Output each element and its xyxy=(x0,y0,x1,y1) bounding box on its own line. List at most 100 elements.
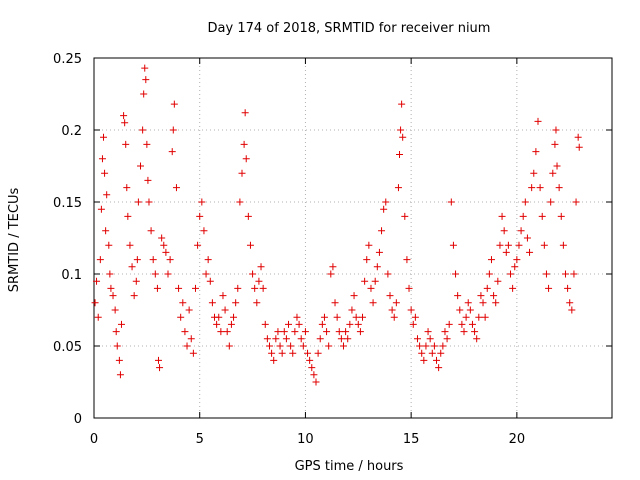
data-point xyxy=(545,284,553,292)
data-point xyxy=(352,313,360,321)
data-point xyxy=(208,299,216,307)
data-point xyxy=(464,299,472,307)
data-point xyxy=(206,277,214,285)
data-point xyxy=(120,112,128,120)
data-point xyxy=(111,306,119,314)
data-point xyxy=(530,169,538,177)
data-point xyxy=(492,299,500,307)
plot-frame xyxy=(93,57,613,419)
y-tick-label: 0 xyxy=(74,412,82,427)
data-point xyxy=(166,256,174,264)
data-point xyxy=(373,263,381,271)
data-point xyxy=(142,76,150,84)
data-point xyxy=(509,284,517,292)
data-point xyxy=(316,335,324,343)
data-point xyxy=(359,313,367,321)
data-point xyxy=(513,256,521,264)
x-tick-label: 15 xyxy=(403,432,420,447)
data-point xyxy=(540,241,548,249)
data-point xyxy=(121,119,129,127)
data-point xyxy=(536,184,544,192)
data-point xyxy=(154,356,162,364)
data-point xyxy=(498,212,506,220)
data-point xyxy=(219,292,227,300)
data-point xyxy=(354,320,362,328)
data-point xyxy=(547,198,555,206)
data-point xyxy=(462,313,470,321)
data-point xyxy=(517,227,525,235)
data-point xyxy=(515,241,523,249)
data-point xyxy=(249,270,257,278)
data-point xyxy=(481,313,489,321)
data-point xyxy=(160,241,168,249)
data-point xyxy=(559,241,567,249)
data-point xyxy=(265,342,273,350)
data-point xyxy=(94,313,102,321)
data-point xyxy=(479,299,487,307)
data-point xyxy=(397,126,405,134)
data-point xyxy=(293,313,301,321)
data-point xyxy=(378,227,386,235)
data-point xyxy=(177,313,185,321)
data-point xyxy=(213,320,221,328)
data-point xyxy=(418,349,426,357)
data-point xyxy=(323,328,331,336)
data-point xyxy=(240,140,248,148)
data-point xyxy=(424,328,432,336)
data-point xyxy=(426,335,434,343)
data-point xyxy=(399,133,407,141)
data-point xyxy=(466,306,474,314)
data-point xyxy=(175,284,183,292)
data-point xyxy=(405,284,413,292)
data-point xyxy=(168,148,176,156)
data-point xyxy=(371,277,379,285)
data-point xyxy=(156,364,164,372)
data-point xyxy=(452,270,460,278)
x-axis-label: GPS time / hours xyxy=(295,459,404,474)
data-point xyxy=(555,184,563,192)
data-point xyxy=(382,198,390,206)
data-point xyxy=(337,335,345,343)
data-point xyxy=(363,256,371,264)
data-point xyxy=(196,212,204,220)
data-point xyxy=(496,241,504,249)
data-point xyxy=(350,292,358,300)
data-point xyxy=(447,198,455,206)
data-point xyxy=(217,328,225,336)
data-point xyxy=(282,335,290,343)
data-point xyxy=(411,313,419,321)
data-point xyxy=(107,284,115,292)
data-point xyxy=(236,198,244,206)
data-point xyxy=(301,328,309,336)
data-point xyxy=(468,320,476,328)
data-point xyxy=(112,328,120,336)
data-point xyxy=(126,241,134,249)
data-point xyxy=(566,299,574,307)
data-point xyxy=(394,184,402,192)
data-point xyxy=(557,212,565,220)
data-point xyxy=(122,140,130,148)
data-point xyxy=(420,356,428,364)
data-point xyxy=(526,248,534,256)
data-point xyxy=(346,320,354,328)
data-point xyxy=(255,277,263,285)
data-point xyxy=(141,64,149,72)
data-point xyxy=(234,284,242,292)
data-point xyxy=(144,176,152,184)
data-point xyxy=(291,328,299,336)
data-point xyxy=(490,292,498,300)
data-point xyxy=(435,364,443,372)
data-point xyxy=(172,184,180,192)
data-point xyxy=(407,306,415,314)
x-tick-label: 20 xyxy=(509,432,526,447)
data-point xyxy=(221,306,229,314)
data-point xyxy=(297,335,305,343)
data-point xyxy=(339,342,347,350)
data-point xyxy=(441,328,449,336)
y-tick-label: 0.05 xyxy=(53,340,82,355)
data-point xyxy=(528,184,536,192)
data-point xyxy=(477,292,485,300)
data-point xyxy=(257,263,265,271)
data-point xyxy=(458,320,466,328)
